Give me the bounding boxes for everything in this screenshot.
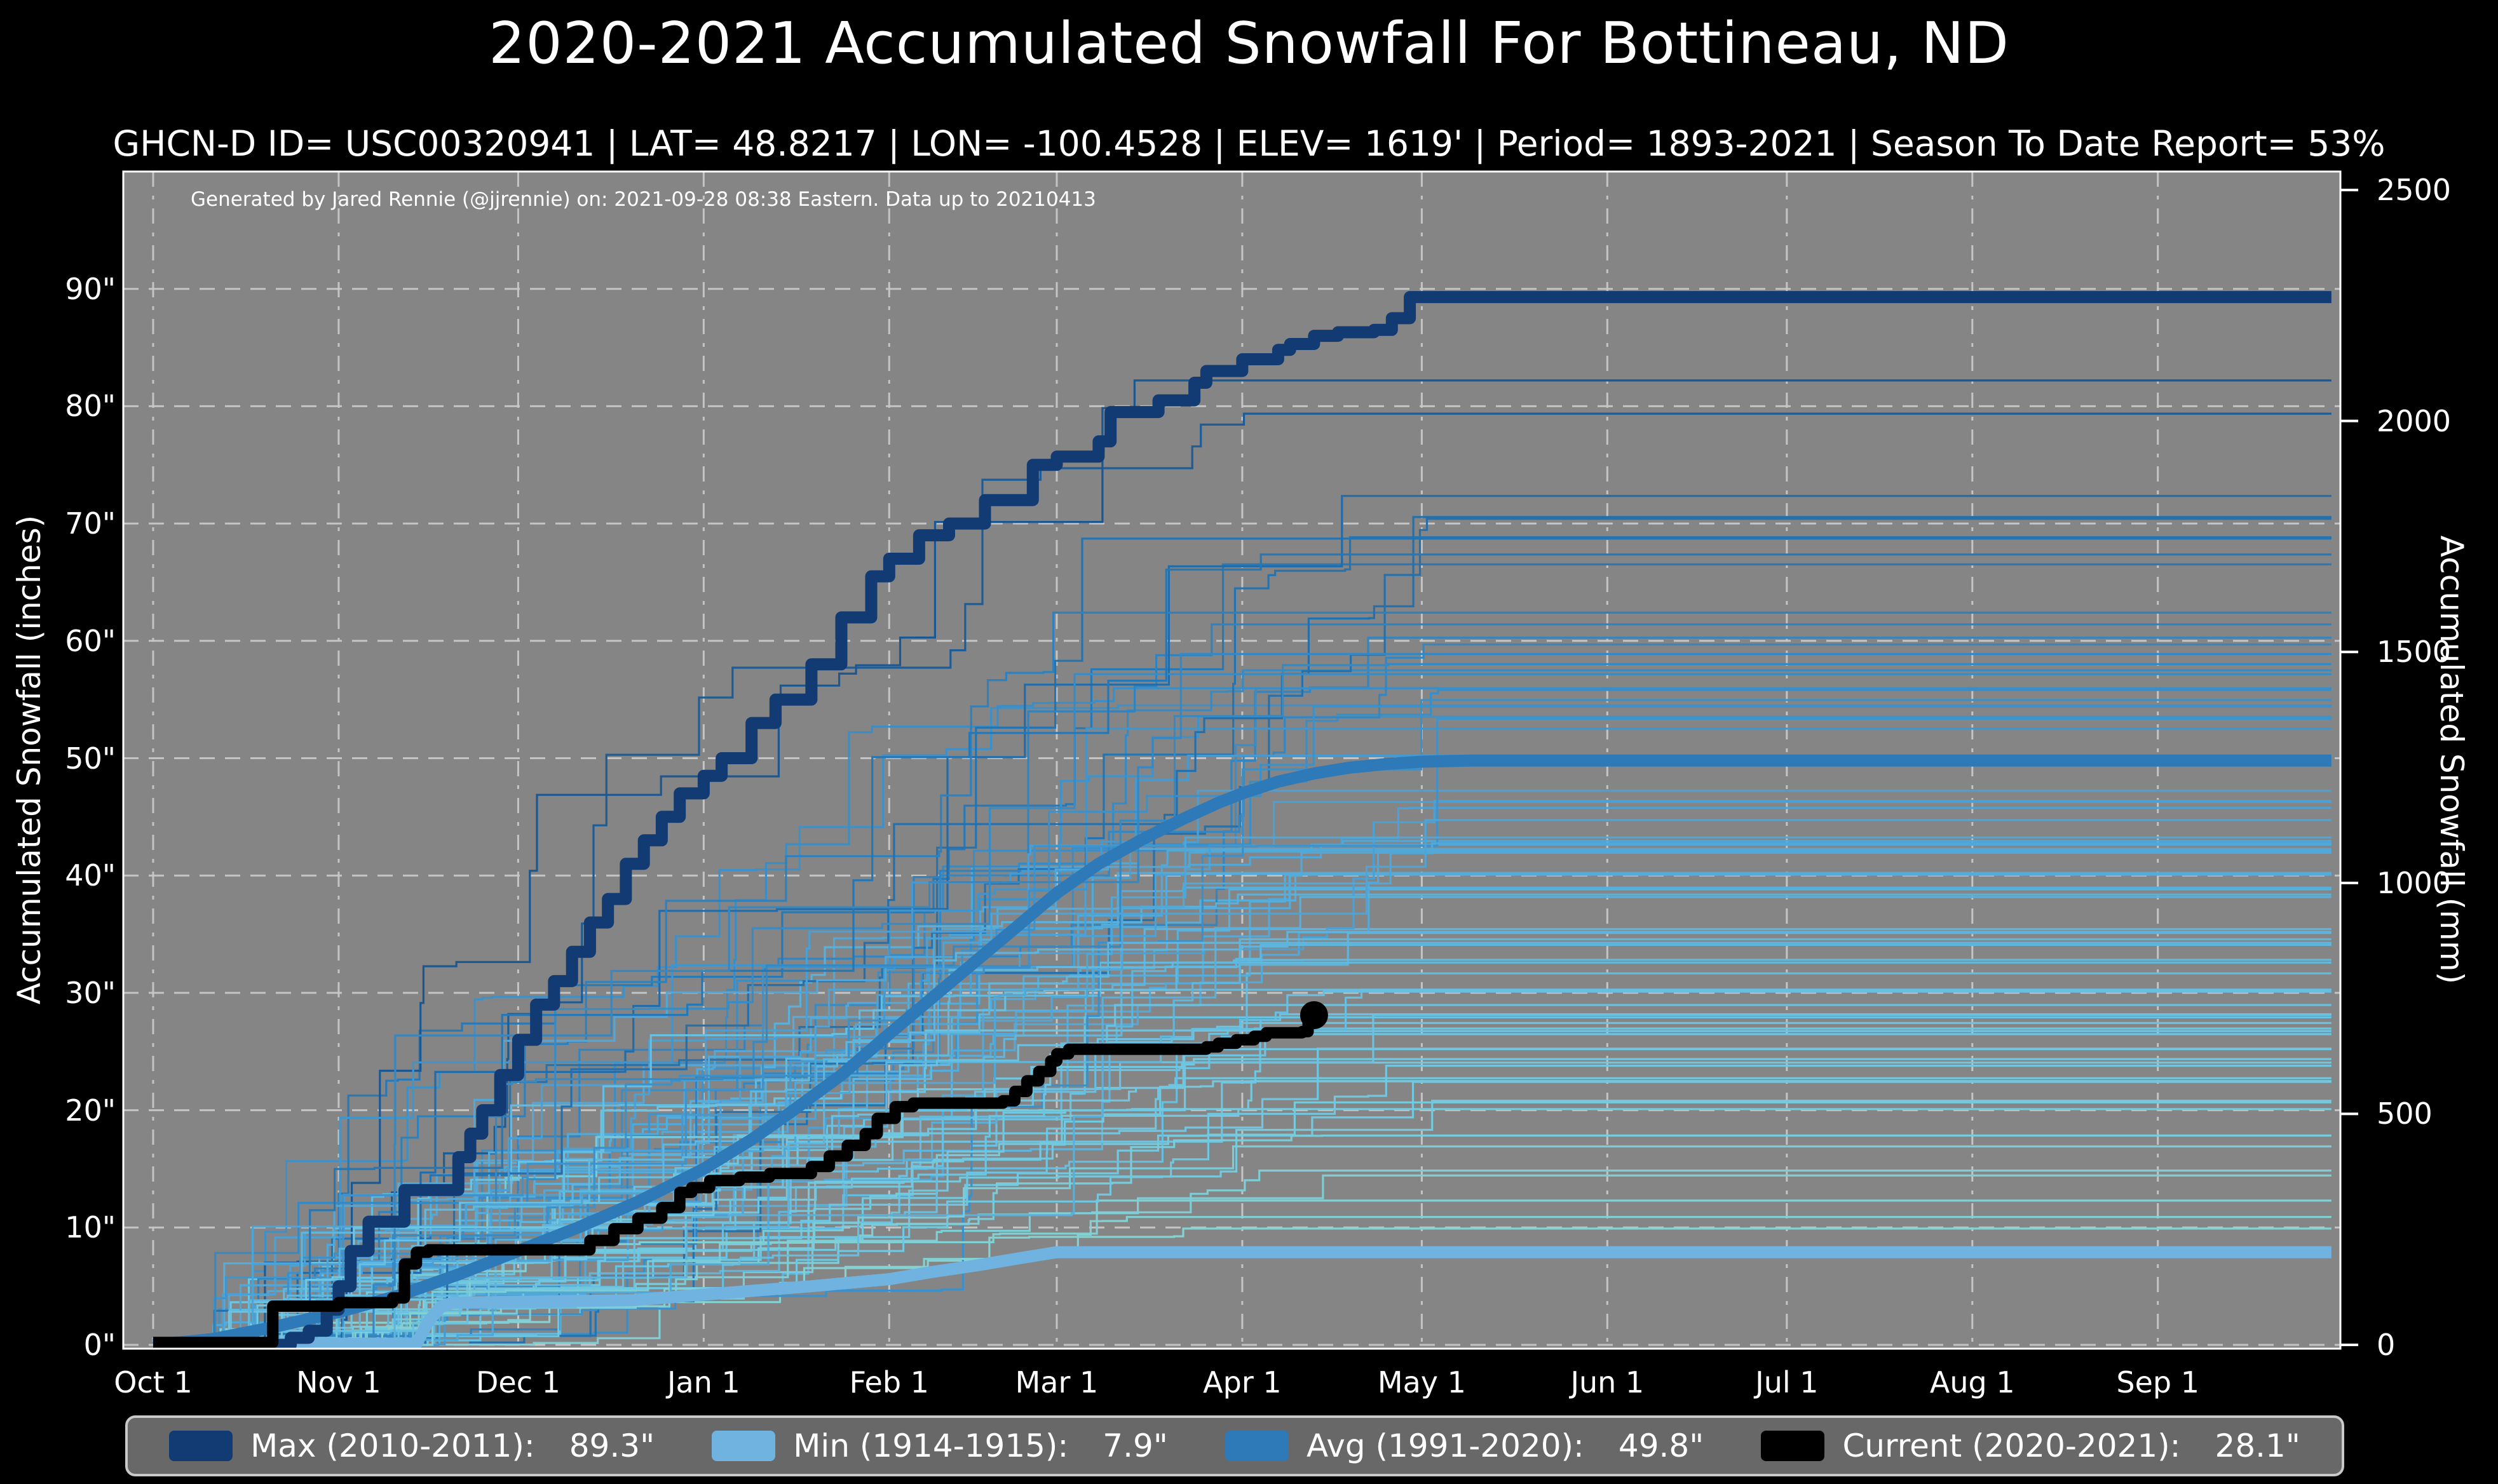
y-right-tick-label: 2000 — [2377, 403, 2452, 438]
year-line — [153, 844, 2332, 1346]
year-line — [153, 727, 2332, 1346]
chart-title: 2020-2021 Accumulated Snowfall For Botti… — [489, 10, 2009, 77]
chart-subtitle: GHCN-D ID= USC00320941 | LAT= 48.8217 | … — [112, 123, 2386, 164]
legend: Max (2010-2011): 89.3" Min (1914-1915): 7.9… — [125, 1415, 2344, 1476]
legend-swatch-current — [1761, 1431, 1825, 1461]
year-line — [153, 1199, 2332, 1346]
legend-item-label: Min (1914-1915): — [793, 1427, 1069, 1464]
x-tick-label: Oct 1 — [114, 1365, 193, 1400]
year-line — [153, 705, 2332, 1346]
y-left-tick-label: 30" — [65, 975, 116, 1010]
x-tick-label: Nov 1 — [296, 1365, 381, 1400]
year-line — [153, 563, 2332, 1346]
attribution-note: Generated by Jared Rennie (@jjrennie) on… — [191, 188, 1096, 211]
legend-item: Min (1914-1915): 7.9" — [712, 1427, 1168, 1464]
max-line — [153, 291, 2332, 1349]
current-line — [153, 1009, 1314, 1349]
y-left-tick-label: 70" — [65, 506, 116, 541]
year-line — [153, 516, 2332, 1346]
year-line — [153, 1145, 2332, 1346]
avg-line — [153, 754, 2332, 1349]
y-left-tick-label: 60" — [65, 623, 116, 658]
year-line — [153, 536, 2332, 1346]
year-line — [153, 1016, 2332, 1346]
y-left-tick-label: 90" — [65, 271, 116, 306]
year-line — [153, 1216, 2332, 1346]
legend-item: Current (2020-2021): 28.1" — [1761, 1427, 2300, 1464]
x-tick-label: Sep 1 — [2116, 1365, 2199, 1400]
legend-item-label: Current (2020-2021): — [1842, 1427, 2181, 1464]
legend-swatch-max — [169, 1431, 233, 1461]
year-line — [153, 379, 2332, 1346]
min-line — [153, 1246, 2332, 1349]
year-line — [153, 699, 2332, 1346]
legend-item-value: 49.8" — [1618, 1427, 1704, 1464]
year-line — [153, 938, 2332, 1346]
x-tick-label: Apr 1 — [1203, 1365, 1282, 1400]
plot-border — [122, 170, 2342, 1350]
legend-swatch-min — [712, 1431, 776, 1461]
year-line — [153, 518, 2332, 1346]
legend-item: Avg (1991-2020): 49.8" — [1225, 1427, 1704, 1464]
year-line — [153, 704, 2332, 1346]
x-tick-label: Jul 1 — [1755, 1365, 1819, 1400]
x-tick-label: May 1 — [1377, 1365, 1466, 1400]
right-axis-title: Accumulated Snowfall (mm) — [2433, 535, 2470, 985]
legend-item: Max (2010-2011): 89.3" — [169, 1427, 655, 1464]
y-right-tick-label: 500 — [2377, 1096, 2433, 1131]
year-line — [153, 652, 2332, 1346]
legend-item-value: 7.9" — [1103, 1427, 1168, 1464]
legend-item-label: Avg (1991-2020): — [1307, 1427, 1584, 1464]
year-line — [153, 717, 2332, 1346]
year-line — [153, 836, 2332, 1346]
y-left-tick-label: 20" — [65, 1093, 116, 1128]
x-tick-label: Mar 1 — [1015, 1365, 1099, 1400]
year-line — [153, 990, 2332, 1346]
x-tick-label: Jan 1 — [667, 1365, 740, 1400]
year-line — [153, 537, 2332, 1346]
year-line — [153, 495, 2332, 1346]
legend-swatch-avg — [1225, 1431, 1289, 1461]
year-line — [153, 819, 2332, 1346]
y-right-tick-label: 1500 — [2377, 635, 2452, 670]
y-left-tick-label: 10" — [65, 1210, 116, 1245]
x-tick-label: Dec 1 — [475, 1365, 560, 1400]
year-line — [153, 840, 2332, 1346]
current-end-dot — [1300, 1001, 1328, 1029]
y-left-tick-label: 50" — [65, 741, 116, 776]
y-right-tick-label: 0 — [2377, 1328, 2396, 1362]
y-left-tick-label: 0" — [83, 1328, 116, 1362]
plot-area — [123, 172, 2340, 1349]
x-tick-label: Aug 1 — [1929, 1365, 2015, 1400]
x-tick-label: Jun 1 — [1570, 1365, 1645, 1400]
year-line — [153, 1174, 2332, 1346]
y-left-tick-label: 80" — [65, 389, 116, 424]
y-right-tick-label: 2500 — [2377, 173, 2452, 208]
year-line — [153, 687, 2332, 1346]
x-tick-label: Feb 1 — [849, 1365, 929, 1400]
legend-item-value: 28.1" — [2215, 1427, 2300, 1464]
year-line — [153, 943, 2332, 1346]
year-line — [153, 842, 2332, 1346]
legend-item-label: Max (2010-2011): — [250, 1427, 535, 1464]
y-right-tick-label: 1000 — [2377, 865, 2452, 900]
year-line — [153, 553, 2332, 1346]
legend-item-value: 89.3" — [569, 1427, 655, 1464]
y-left-tick-label: 40" — [65, 858, 116, 893]
